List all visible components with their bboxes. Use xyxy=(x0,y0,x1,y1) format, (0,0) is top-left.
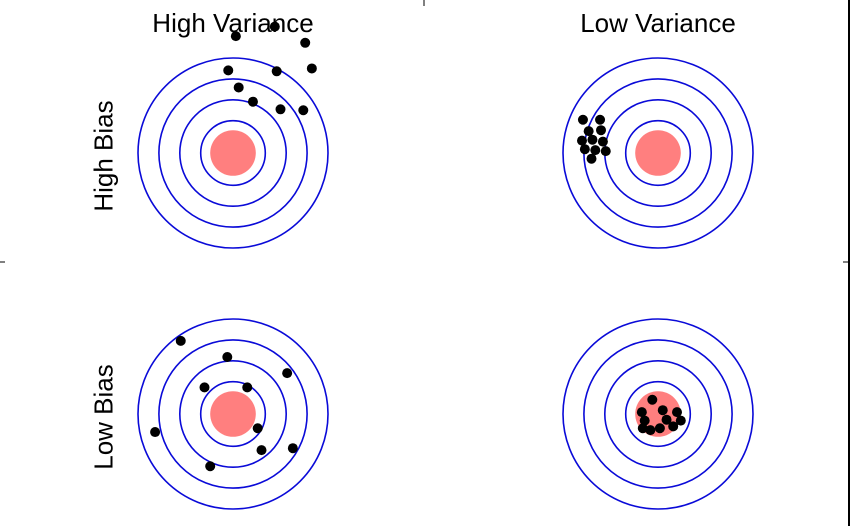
hit-dot xyxy=(233,82,244,93)
hit-dot xyxy=(600,146,611,157)
hit-dot xyxy=(586,153,597,164)
hit-dot xyxy=(150,427,161,438)
hit-dot xyxy=(269,21,280,32)
bullseye xyxy=(210,130,256,176)
hit-dot xyxy=(175,335,186,346)
hit-dot xyxy=(230,31,241,42)
hit-dot xyxy=(247,96,258,107)
target-ring xyxy=(199,380,267,448)
hit-dot xyxy=(579,144,590,155)
hit-dot xyxy=(222,352,233,362)
hit-dot xyxy=(577,135,587,146)
hit-dot xyxy=(242,382,253,393)
bullseye xyxy=(635,130,681,176)
hit-dot xyxy=(595,114,606,125)
hit-dot xyxy=(639,415,650,426)
target-ring xyxy=(562,318,754,510)
target-ring xyxy=(179,359,288,468)
hit-dot xyxy=(590,145,601,156)
hit-dot xyxy=(637,423,648,434)
hit-dot xyxy=(661,414,672,425)
hit-dot xyxy=(577,114,588,125)
hit-dot xyxy=(282,368,293,379)
hit-dot xyxy=(645,425,656,436)
hit-dot xyxy=(256,445,267,456)
hit-dot xyxy=(672,407,682,418)
hit-dot xyxy=(300,37,311,48)
target-ring xyxy=(199,119,267,187)
column-label-low-variance: Low Variance xyxy=(580,8,736,38)
hit-dot xyxy=(596,125,606,136)
hit-dot xyxy=(668,421,679,432)
target-ring xyxy=(583,339,733,489)
hit-dot xyxy=(252,423,263,434)
hit-dot xyxy=(636,407,647,418)
hit-dot xyxy=(675,415,686,426)
row-label-high-bias: High Bias xyxy=(88,100,119,212)
hit-dot xyxy=(583,126,594,137)
hit-dot xyxy=(287,443,298,454)
hit-dot xyxy=(199,382,210,393)
hit-dot xyxy=(298,105,309,116)
hit-dot xyxy=(205,461,216,472)
hit-dot xyxy=(223,65,234,76)
hit-dot xyxy=(275,104,286,115)
target-ring xyxy=(562,57,754,249)
hit-dot xyxy=(271,66,282,77)
hit-dot xyxy=(654,423,665,434)
target-low-bias-low-variance xyxy=(562,318,754,510)
hit-dot xyxy=(597,136,608,147)
bullseye xyxy=(210,391,256,437)
hit-dot xyxy=(306,63,317,74)
hit-dot xyxy=(657,405,668,416)
target-low-bias-high-variance xyxy=(137,318,329,510)
target-high-bias-low-variance xyxy=(562,57,754,249)
target-high-bias-high-variance xyxy=(137,21,329,249)
target-ring xyxy=(137,57,329,249)
target-ring xyxy=(158,78,308,228)
hit-dot xyxy=(587,134,598,145)
hit-dot xyxy=(647,394,658,405)
target-ring xyxy=(624,119,692,187)
column-label-high-variance: High Variance xyxy=(152,8,314,38)
target-ring xyxy=(179,99,288,208)
target-ring xyxy=(603,359,712,468)
target-ring xyxy=(624,380,692,448)
target-ring xyxy=(137,318,329,510)
target-ring xyxy=(158,339,308,489)
row-label-low-bias: Low Bias xyxy=(88,364,119,470)
